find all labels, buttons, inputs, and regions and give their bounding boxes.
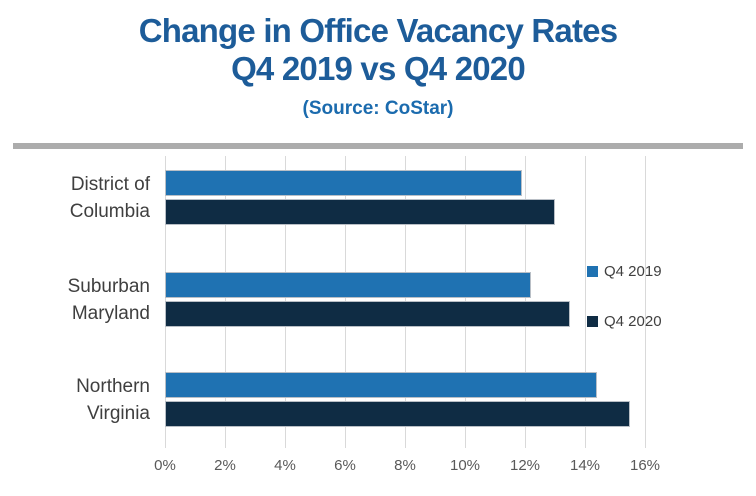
bar-q4-2019-district-of-columbia: [165, 170, 522, 196]
legend-swatch-icon: [587, 315, 598, 327]
category-label-line: District of: [70, 174, 150, 195]
bar-q4-2020-district-of-columbia: [165, 199, 555, 225]
legend-label: Q4 2019: [604, 262, 662, 280]
category-label-line: Columbia: [69, 201, 150, 222]
legend-label: Q4 2020: [604, 312, 662, 330]
gridline: [645, 156, 646, 448]
x-tick-label: 0%: [154, 457, 176, 474]
category-label-suburban-maryland: Suburban Maryland: [0, 271, 150, 329]
divider-rule: [13, 143, 743, 149]
x-tick-label: 6%: [334, 457, 356, 474]
plot-area: [165, 156, 646, 448]
bar-q4-2019-northern-virginia: [165, 372, 597, 398]
category-label-line: Maryland: [71, 303, 150, 324]
bar-q4-2020-northern-virginia: [165, 401, 630, 427]
bar-q4-2020-suburban-maryland: [165, 301, 570, 327]
bar-q4-2019-suburban-maryland: [165, 272, 531, 298]
chart-title-line1: Change in Office Vacancy Rates: [138, 12, 618, 49]
x-tick-label: 16%: [629, 457, 661, 474]
chart-title-line2: Q4 2019 vs Q4 2020: [231, 50, 526, 87]
chart-title: Change in Office Vacancy Rates Q4 2019 v…: [0, 12, 756, 88]
x-tick-label: 12%: [509, 457, 541, 474]
legend-swatch-icon: [587, 265, 598, 277]
x-tick-label: 14%: [569, 457, 601, 474]
gridline: [585, 156, 586, 448]
x-tick-label: 4%: [274, 457, 296, 474]
legend-item-q4-2019: Q4 2019: [587, 262, 662, 280]
category-label-northern-virginia: Northern Virginia: [0, 371, 150, 429]
legend-item-q4-2020: Q4 2020: [587, 312, 662, 330]
category-label-line: Northern: [76, 376, 150, 397]
x-tick-label: 10%: [449, 457, 481, 474]
x-tick-label: 2%: [214, 457, 236, 474]
category-label-line: Suburban: [67, 276, 150, 297]
category-label-line: Virginia: [86, 403, 150, 424]
x-tick-label: 8%: [394, 457, 416, 474]
category-label-district-of-columbia: District of Columbia: [0, 169, 150, 227]
chart-source: (Source: CoStar): [302, 98, 454, 119]
